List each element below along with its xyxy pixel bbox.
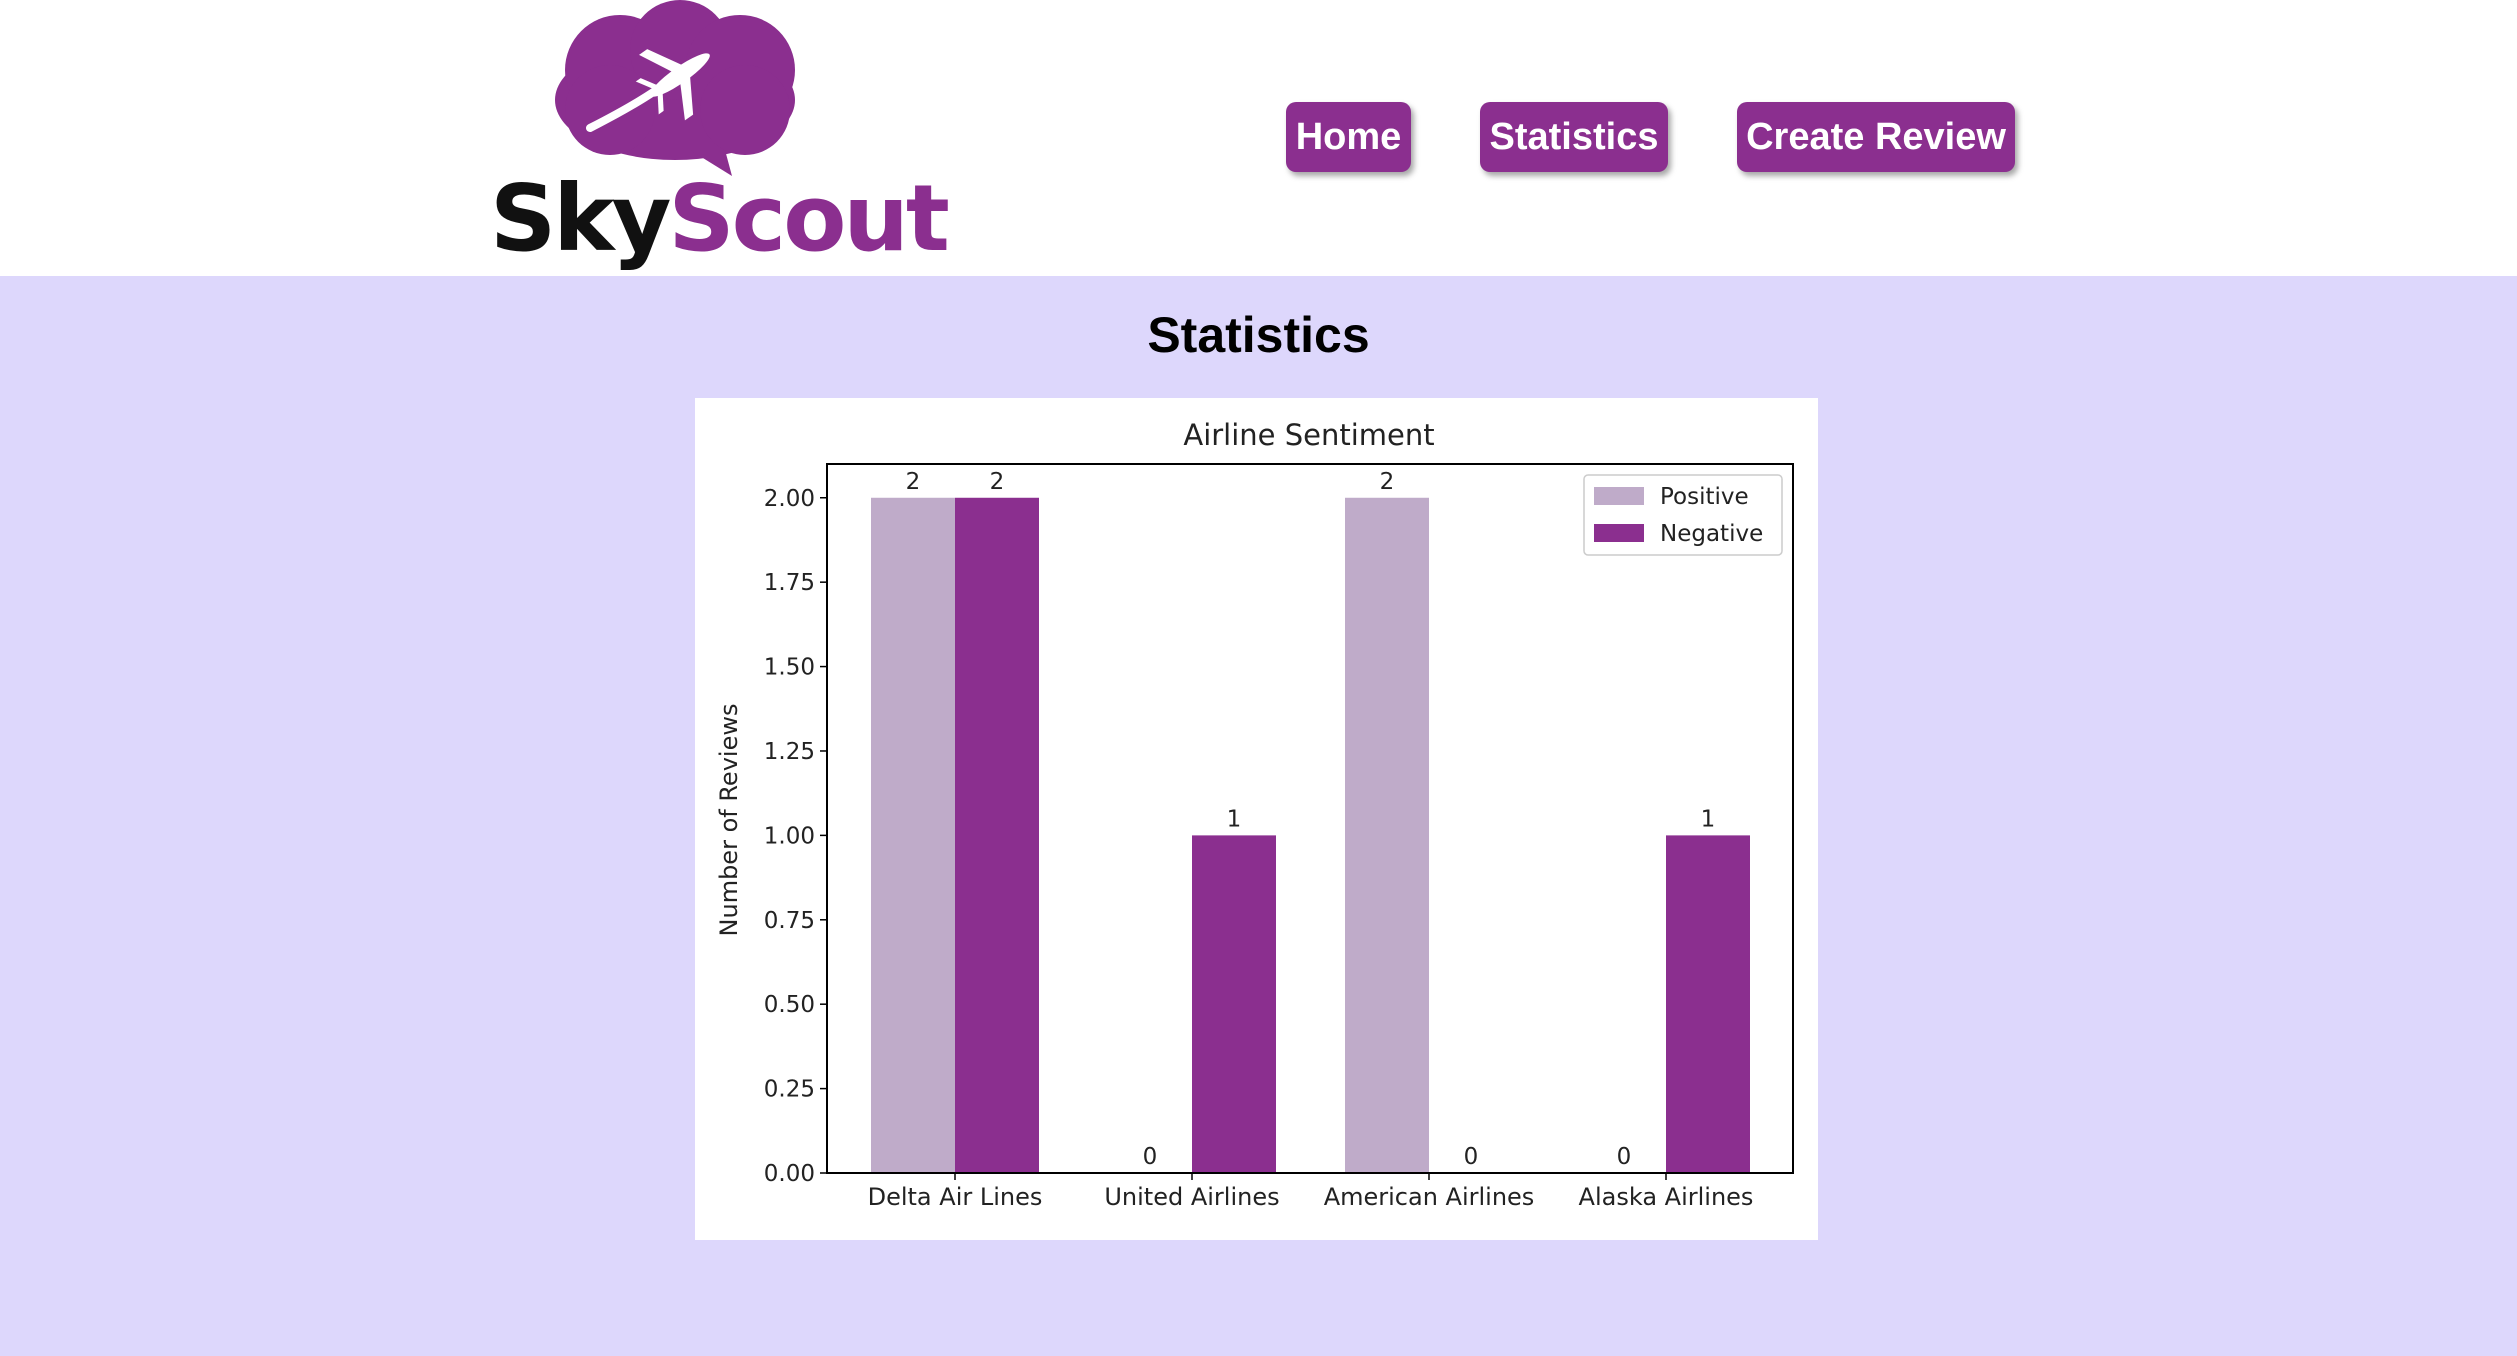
- y-tick-label: 0.75: [764, 908, 815, 934]
- x-tick-label: Delta Air Lines: [868, 1183, 1043, 1211]
- site-header: SkyScout Home Statistics Create Review: [0, 0, 2517, 276]
- chart-legend: Positive Negative: [1583, 474, 1783, 556]
- nav-statistics-button[interactable]: Statistics: [1480, 102, 1668, 172]
- logo-text-sky: Sky: [490, 165, 671, 272]
- x-tick-label: United Airlines: [1104, 1183, 1279, 1211]
- bar-value-label: 1: [1227, 806, 1242, 832]
- site-logo[interactable]: SkyScout: [490, 0, 950, 276]
- nav-home-button[interactable]: Home: [1286, 102, 1411, 172]
- y-tick-label: 1.00: [764, 823, 815, 849]
- x-tick-label: Alaska Airlines: [1579, 1183, 1754, 1211]
- bar-labels-group: 2 2 0 1 2 0 0 1: [906, 469, 1716, 1170]
- plot-frame: [826, 463, 1794, 1174]
- y-tick-label: 0.50: [764, 992, 815, 1018]
- bar-value-label: 2: [906, 469, 921, 495]
- bars-group: [871, 497, 1750, 1173]
- sentiment-chart: Airline Sentiment Number of Reviews 2 2 0 1…: [715, 418, 1794, 1211]
- y-ticks-group: 0.00 0.25 0.50 0.75 1.00 1.25 1.50 1.75 2.00: [764, 486, 827, 1187]
- bar-value-label: 0: [1464, 1144, 1479, 1170]
- legend-swatch-negative: [1594, 524, 1644, 542]
- bar-negative-0: [955, 497, 1039, 1173]
- x-tick-label: American Airlines: [1324, 1183, 1535, 1211]
- legend-label-negative: Negative: [1660, 521, 1763, 547]
- y-axis-label: Number of Reviews: [715, 704, 743, 937]
- logo-text-scout: Scout: [668, 165, 949, 272]
- x-ticks-group: Delta Air Lines United Airlines American A…: [868, 1173, 1754, 1211]
- bar-value-label: 1: [1701, 806, 1716, 832]
- main-content: Statistics Airline Sentiment Number of R…: [0, 276, 2517, 1356]
- bar-value-label: 0: [1143, 1144, 1158, 1170]
- airplane-cloud-icon: [555, 0, 795, 176]
- legend-swatch-positive: [1594, 487, 1644, 505]
- y-tick-label: 0.25: [764, 1077, 815, 1103]
- y-tick-label: 2.00: [764, 486, 815, 512]
- bar-positive-2: [1345, 497, 1429, 1173]
- bar-value-label: 2: [990, 469, 1005, 495]
- chart-title: Airline Sentiment: [1183, 418, 1434, 452]
- bar-negative-1: [1192, 835, 1276, 1173]
- bar-value-label: 0: [1617, 1144, 1632, 1170]
- y-tick-label: 0.00: [764, 1161, 815, 1187]
- bar-positive-0: [871, 497, 955, 1173]
- bar-negative-3: [1666, 835, 1750, 1173]
- chart-card: Airline Sentiment Number of Reviews 2 2 0 1…: [695, 398, 1818, 1240]
- y-tick-label: 1.75: [764, 570, 815, 596]
- y-tick-label: 1.50: [764, 655, 815, 681]
- page-title: Statistics: [1147, 307, 1370, 363]
- y-tick-label: 1.25: [764, 739, 815, 765]
- bar-value-label: 2: [1380, 469, 1395, 495]
- nav-create-review-button[interactable]: Create Review: [1737, 102, 2015, 172]
- legend-label-positive: Positive: [1660, 484, 1749, 510]
- logo-text: SkyScout: [490, 164, 950, 274]
